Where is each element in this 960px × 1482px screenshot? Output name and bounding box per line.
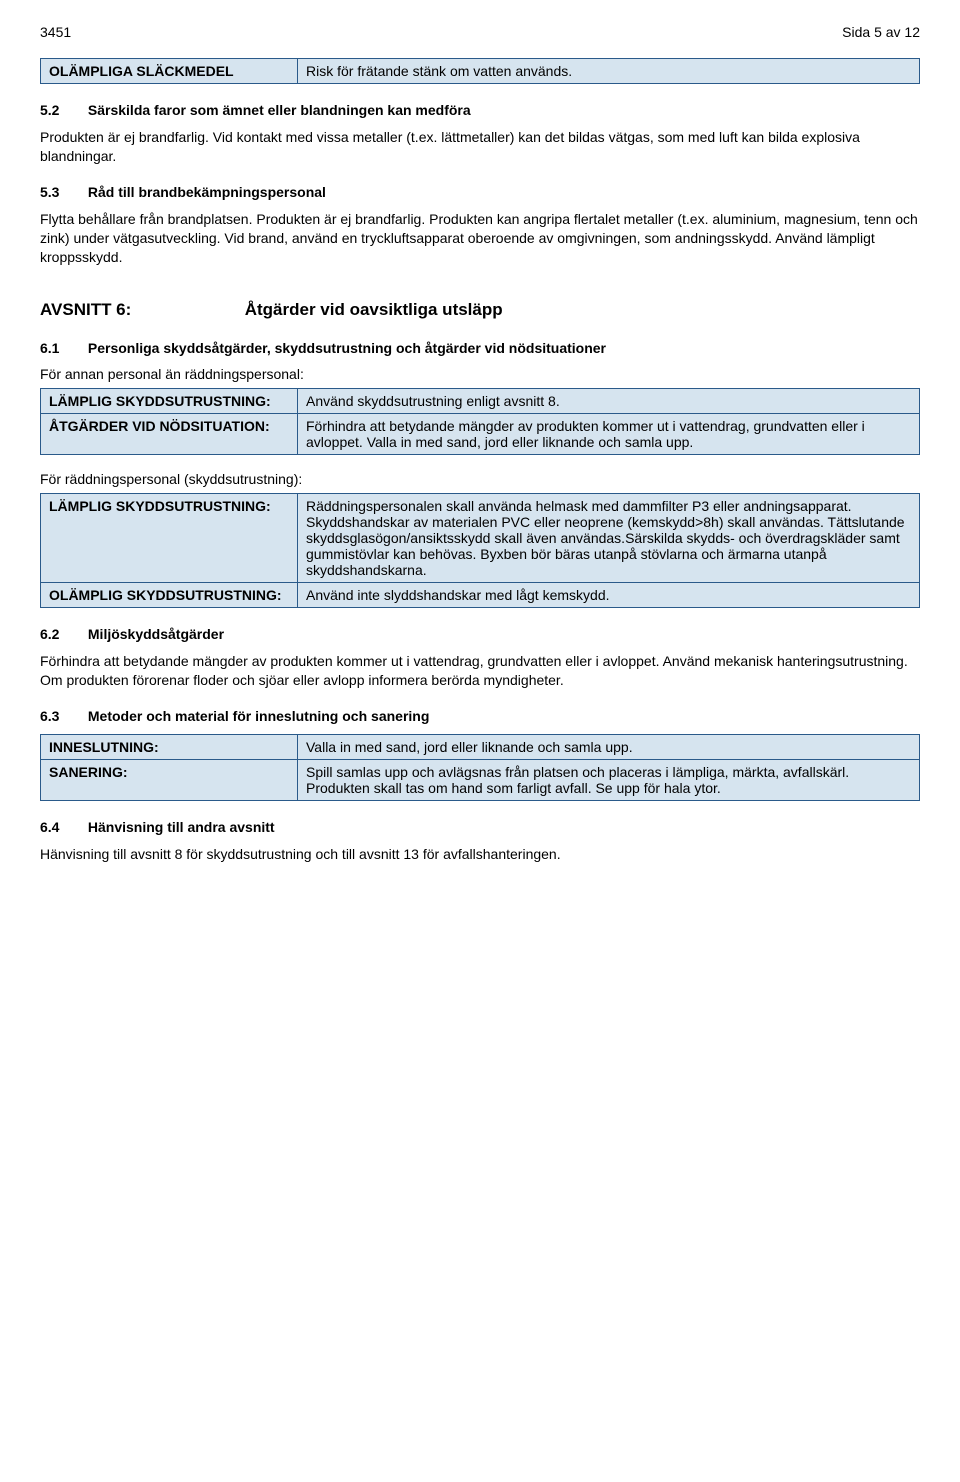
sec-title: Hänvisning till andra avsnitt bbox=[88, 819, 275, 835]
cell-value: Använd skyddsutrustning enligt avsnitt 8… bbox=[298, 389, 920, 414]
heading-6-2: 6.2 Miljöskyddsåtgärder bbox=[40, 626, 920, 642]
cell-label: OLÄMPLIGA SLÄCKMEDEL bbox=[41, 59, 298, 84]
table-6-1-b: LÄMPLIG SKYDDSUTRUSTNING: Räddningsperso… bbox=[40, 493, 920, 608]
sec-num: 6.4 bbox=[40, 819, 84, 835]
cell-value: Spill samlas upp och avlägsnas från plat… bbox=[298, 760, 920, 801]
doc-id: 3451 bbox=[40, 24, 71, 40]
sec-num: 6.1 bbox=[40, 340, 84, 356]
sec-title: Råd till brandbekämpningspersonal bbox=[88, 184, 326, 200]
sec-num: 5.3 bbox=[40, 184, 84, 200]
cell-label: OLÄMPLIG SKYDDSUTRUSTNING: bbox=[41, 583, 298, 608]
sec-title: Särskilda faror som ämnet eller blandnin… bbox=[88, 102, 471, 118]
avsnitt-title: Åtgärder vid oavsiktliga utsläpp bbox=[245, 300, 503, 319]
body-6-2: Förhindra att betydande mängder av produ… bbox=[40, 652, 920, 690]
body-5-2: Produkten är ej brandfarlig. Vid kontakt… bbox=[40, 128, 920, 166]
intro-6-1-a: För annan personal än räddningspersonal: bbox=[40, 366, 920, 382]
cell-label: LÄMPLIG SKYDDSUTRUSTNING: bbox=[41, 389, 298, 414]
heading-6-3: 6.3 Metoder och material för inneslutnin… bbox=[40, 708, 920, 724]
avsnitt-label: AVSNITT 6: bbox=[40, 300, 240, 320]
intro-6-1-b: För räddningspersonal (skyddsutrustning)… bbox=[40, 471, 920, 487]
cell-value: Valla in med sand, jord eller liknande o… bbox=[298, 735, 920, 760]
heading-5-3: 5.3 Råd till brandbekämpningspersonal bbox=[40, 184, 920, 200]
sec-title: Personliga skyddsåtgärder, skyddsutrustn… bbox=[88, 340, 606, 356]
cell-label: ÅTGÄRDER VID NÖDSITUATION: bbox=[41, 414, 298, 455]
body-5-3: Flytta behållare från brandplatsen. Prod… bbox=[40, 210, 920, 267]
table-6-1-a: LÄMPLIG SKYDDSUTRUSTNING: Använd skyddsu… bbox=[40, 388, 920, 455]
cell-label: INNESLUTNING: bbox=[41, 735, 298, 760]
heading-6-1: 6.1 Personliga skyddsåtgärder, skyddsutr… bbox=[40, 340, 920, 356]
cell-value: Risk för frätande stänk om vatten använd… bbox=[298, 59, 920, 84]
cell-label: SANERING: bbox=[41, 760, 298, 801]
page-header: 3451 Sida 5 av 12 bbox=[40, 24, 920, 40]
body-6-4: Hänvisning till avsnitt 8 för skyddsutru… bbox=[40, 845, 920, 864]
sec-num: 5.2 bbox=[40, 102, 84, 118]
sec-num: 6.3 bbox=[40, 708, 84, 724]
cell-value: Förhindra att betydande mängder av produ… bbox=[298, 414, 920, 455]
cell-value: Räddningspersonalen skall använda helmas… bbox=[298, 494, 920, 583]
sec-title: Miljöskyddsåtgärder bbox=[88, 626, 224, 642]
table-6-3: INNESLUTNING: Valla in med sand, jord el… bbox=[40, 734, 920, 801]
cell-label: LÄMPLIG SKYDDSUTRUSTNING: bbox=[41, 494, 298, 583]
table-slackmedel: OLÄMPLIGA SLÄCKMEDEL Risk för frätande s… bbox=[40, 58, 920, 84]
page-indicator: Sida 5 av 12 bbox=[842, 24, 920, 40]
heading-6-4: 6.4 Hänvisning till andra avsnitt bbox=[40, 819, 920, 835]
sec-num: 6.2 bbox=[40, 626, 84, 642]
heading-5-2: 5.2 Särskilda faror som ämnet eller blan… bbox=[40, 102, 920, 118]
sec-title: Metoder och material för inneslutning oc… bbox=[88, 708, 430, 724]
cell-value: Använd inte slyddshandskar med lågt kems… bbox=[298, 583, 920, 608]
heading-avsnitt-6: AVSNITT 6: Åtgärder vid oavsiktliga utsl… bbox=[40, 300, 920, 320]
